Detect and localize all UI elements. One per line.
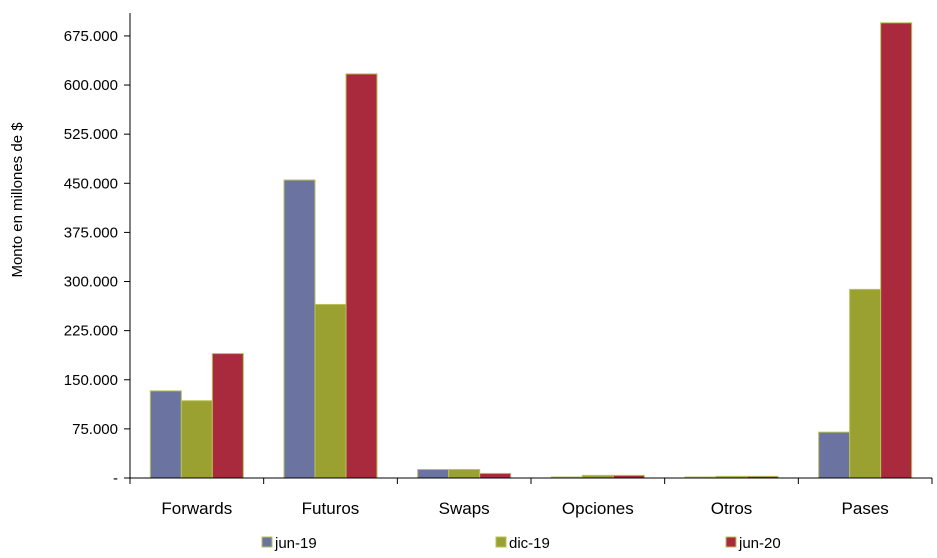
y-tick-label: 675.000 [64, 28, 118, 45]
x-category-label: Pases [842, 499, 889, 518]
bar-jun-19-swaps [417, 468, 450, 479]
x-category-label: Otros [711, 499, 753, 518]
legend-label-dic-19: dic-19 [509, 535, 550, 552]
bar-dic-19-futuros [314, 303, 347, 479]
bar-jun-20-pases [880, 22, 913, 479]
y-tick-label: 375.000 [64, 224, 118, 241]
x-category-label: Swaps [439, 499, 490, 518]
bar-jun-20-forwards [211, 353, 244, 479]
bar-dic-19-swaps [448, 468, 481, 479]
legend-label-jun-19: jun-19 [274, 535, 317, 552]
bar-jun-19-forwards [149, 390, 182, 479]
y-tick-label: - [113, 470, 118, 487]
y-tick-label: 525.000 [64, 126, 118, 143]
y-tick-label: 75.000 [72, 421, 118, 438]
y-tick-label: 300.000 [64, 274, 118, 291]
bar-jun-20-swaps [479, 472, 512, 479]
y-ticks-layer: - 75.000 150.000 225.000 300.000 375.000 450.0… [64, 28, 130, 487]
y-tick-label: 600.000 [64, 77, 118, 94]
y-tick-label: 150.000 [64, 372, 118, 389]
legend-label-jun-20: jun-20 [738, 535, 781, 552]
legend: jun-19 dic-19 jun-20 [261, 535, 781, 552]
legend-swatch-jun-19 [261, 536, 273, 548]
x-category-label: Futuros [302, 499, 360, 518]
bar-dic-19-forwards [180, 400, 213, 479]
y-axis-title: Monto en millones de $ [9, 122, 26, 278]
x-category-label: Opciones [562, 499, 634, 518]
bar-jun-20-futuros [345, 73, 378, 479]
bar-jun-19-futuros [283, 179, 316, 479]
y-tick-label: 450.000 [64, 175, 118, 192]
x-ticks-layer: Forwards Futuros Swaps Opciones Otros Pases [129, 478, 933, 518]
x-category-label: Forwards [161, 499, 232, 518]
y-tick-label: 225.000 [64, 323, 118, 340]
legend-swatch-jun-20 [725, 536, 737, 548]
bar-dic-19-pases [849, 288, 882, 479]
legend-swatch-dic-19 [495, 536, 507, 548]
bars-layer [149, 22, 913, 479]
bar-jun-19-pases [818, 431, 851, 479]
